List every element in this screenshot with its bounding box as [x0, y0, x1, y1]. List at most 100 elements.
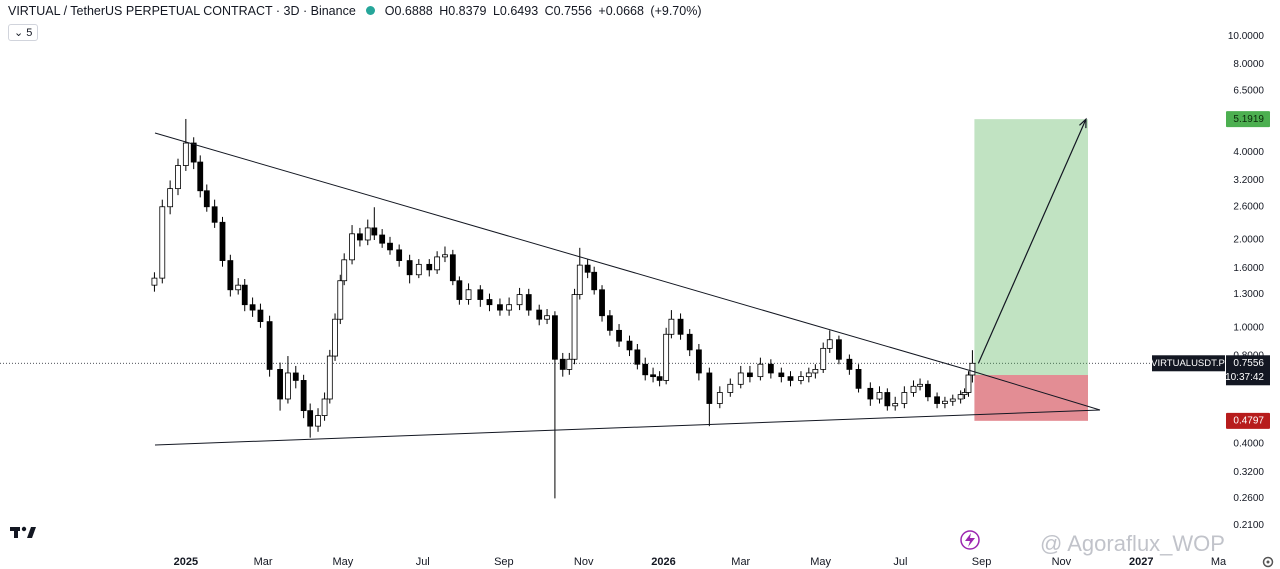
candle-body [969, 362, 976, 376]
stop-zone [974, 375, 1088, 421]
candle-body [876, 392, 883, 400]
candle-body [552, 315, 558, 360]
candle-body [656, 376, 663, 381]
candle-body [706, 372, 713, 404]
candle-body [747, 372, 753, 378]
y-tick-label: 1.6000 [1233, 263, 1264, 274]
target-label-bg [1226, 111, 1270, 128]
header: VIRTUAL / TetherUS PERPETUAL CONTRACT · … [8, 4, 705, 18]
candle-body [571, 294, 578, 360]
candle-body [584, 264, 591, 273]
candle-body [737, 372, 744, 385]
open-label: O [384, 4, 395, 18]
last-price-bg [1226, 355, 1270, 386]
candle-body [536, 309, 543, 320]
x-tick-label: Jul [416, 556, 430, 568]
candle-body [190, 142, 197, 163]
candle-body [826, 339, 833, 349]
candle-body [677, 318, 684, 335]
candle-body [364, 227, 371, 241]
candle-body [326, 355, 333, 400]
candle-body [506, 304, 513, 311]
indicator-toggle[interactable]: ⌄ 5 [8, 24, 39, 41]
candle-body [787, 376, 794, 381]
candle-body [805, 372, 812, 378]
low-label: L [492, 4, 500, 18]
watermark: @ Agoraflux_WOP [1040, 531, 1225, 556]
candle-body [642, 363, 649, 376]
low-value: 0.6493 [499, 4, 539, 18]
candle-body [434, 256, 441, 271]
candle-body [925, 383, 931, 398]
target-zone [974, 119, 1088, 376]
candle-body [415, 263, 422, 276]
close-value: 0.7556 [553, 4, 592, 18]
candle-body [349, 233, 355, 261]
last-price-label: 0.7556 [1233, 358, 1264, 369]
candle-body [292, 372, 299, 381]
candle-body [767, 363, 774, 374]
candle-body [917, 383, 923, 387]
x-tick-label: May [333, 556, 354, 568]
stop-label-bg [1226, 412, 1270, 429]
candle-body [910, 385, 917, 393]
candle-body [957, 394, 964, 400]
candle-body [544, 315, 550, 320]
candle-body [525, 294, 532, 311]
candle-body [387, 242, 393, 251]
y-tick-label: 4.0000 [1233, 147, 1264, 158]
status-dot [366, 6, 376, 15]
x-tick-label: 2026 [651, 556, 675, 568]
candle-body [606, 315, 613, 331]
candle-body [426, 263, 433, 271]
x-tick-label: May [810, 556, 831, 568]
candle-body [442, 254, 448, 258]
candle-body [332, 318, 338, 357]
y-tick-label: 0.3200 [1233, 467, 1264, 478]
lightning-icon[interactable] [960, 530, 980, 550]
candle-body [576, 264, 583, 295]
candle-body [566, 358, 573, 370]
target-label: 5.1919 [1233, 114, 1264, 125]
candle-body [650, 374, 656, 378]
countdown: 10:37:42 [1225, 372, 1264, 383]
y-tick-label: 0.2600 [1233, 493, 1264, 504]
indicator-count: 5 [26, 27, 33, 39]
candle-body [812, 368, 819, 374]
high-label: H [439, 4, 449, 18]
settings-icon[interactable] [1262, 556, 1274, 568]
projection-arrow [977, 118, 1087, 364]
candle-body [151, 277, 158, 286]
candle-body [371, 227, 378, 236]
candle-body [798, 376, 804, 381]
candle-body [235, 284, 242, 291]
symbol-label-bg [1152, 355, 1225, 372]
y-tick-label: 2.0000 [1233, 235, 1264, 246]
candle-body [396, 249, 403, 261]
candle-body [757, 363, 764, 378]
candle-body [892, 403, 899, 407]
y-tick-label: 8.0000 [1233, 59, 1264, 70]
candle-body [406, 260, 413, 276]
x-tick-label: Jul [893, 556, 907, 568]
trendline [154, 409, 1101, 446]
open-value: 0.6888 [394, 4, 433, 18]
candle-body [934, 396, 940, 404]
y-tick-label: 0.2100 [1233, 520, 1264, 531]
arrow-head [1079, 117, 1087, 129]
candle-body [901, 392, 908, 404]
tv-logo [10, 526, 36, 538]
candle-body [942, 400, 948, 404]
candle-body [477, 289, 484, 300]
candle-body [357, 233, 363, 241]
x-tick-label: Ma [1211, 556, 1227, 568]
y-tick-label: 1.0000 [1233, 322, 1264, 333]
candle-body [855, 368, 862, 389]
x-tick-label: Sep [972, 556, 992, 568]
candle-body [716, 392, 723, 404]
candle-body [846, 358, 853, 370]
candle-body [167, 188, 174, 208]
candle-body [241, 284, 248, 306]
